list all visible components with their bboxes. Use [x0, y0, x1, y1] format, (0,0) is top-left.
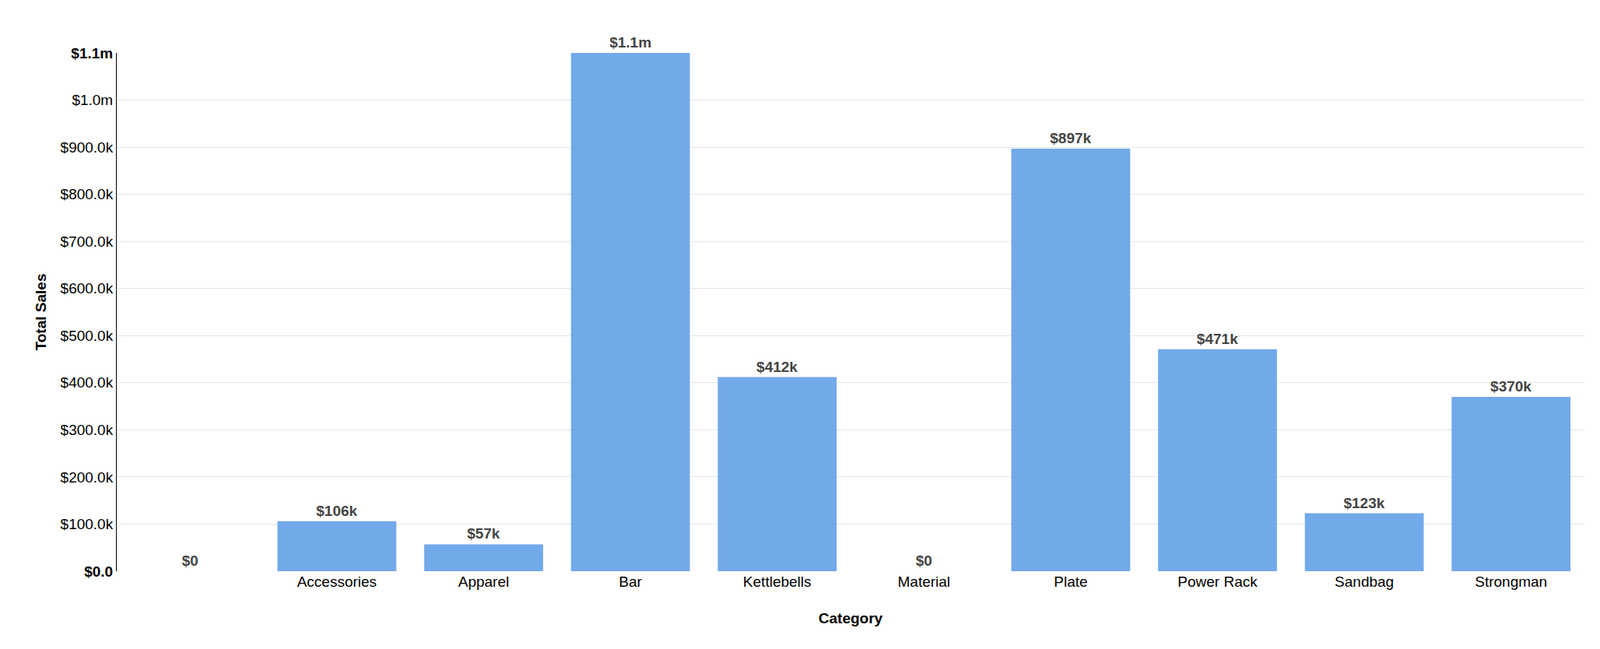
svg-text:$471k: $471k	[1196, 330, 1239, 348]
svg-text:Plate: Plate	[1053, 573, 1088, 590]
svg-text:$600.0k: $600.0k	[60, 280, 114, 297]
svg-text:$900.0k: $900.0k	[60, 139, 114, 156]
svg-text:$400.0k: $400.0k	[60, 374, 114, 391]
svg-text:$1.0m: $1.0m	[71, 91, 113, 109]
svg-text:Material: Material	[898, 573, 951, 590]
svg-text:Strongman: Strongman	[1474, 573, 1548, 590]
svg-text:$412k: $412k	[756, 358, 798, 376]
svg-text:$106k: $106k	[315, 502, 358, 520]
svg-text:$700.0k: $700.0k	[60, 233, 114, 250]
svg-text:$800.0k: $800.0k	[60, 185, 114, 203]
svg-text:Total Sales: Total Sales	[32, 273, 50, 351]
svg-text:$100.0k: $100.0k	[60, 515, 114, 533]
svg-text:Kettlebells: Kettlebells	[743, 573, 812, 590]
svg-text:$0.0: $0.0	[84, 563, 113, 580]
svg-text:$123k: $123k	[1343, 494, 1385, 512]
svg-text:$200.0k: $200.0k	[60, 469, 114, 486]
svg-text:Category: Category	[818, 610, 884, 627]
svg-text:$0: $0	[915, 552, 933, 569]
svg-text:$1.1m: $1.1m	[609, 34, 652, 51]
svg-text:$1.1m: $1.1m	[70, 45, 113, 62]
svg-text:$0: $0	[182, 552, 199, 569]
svg-text:$300.0k: $300.0k	[60, 421, 114, 439]
svg-text:$897k: $897k	[1049, 129, 1092, 147]
svg-text:$500.0k: $500.0k	[60, 327, 114, 344]
svg-text:$370k: $370k	[1490, 378, 1532, 395]
svg-text:Sandbag: Sandbag	[1334, 573, 1394, 590]
svg-text:$57k: $57k	[466, 525, 501, 542]
svg-text:Apparel: Apparel	[458, 573, 510, 590]
svg-text:Power Rack: Power Rack	[1177, 573, 1258, 590]
svg-text:Bar: Bar	[618, 573, 643, 590]
svg-text:Accessories: Accessories	[297, 573, 377, 590]
